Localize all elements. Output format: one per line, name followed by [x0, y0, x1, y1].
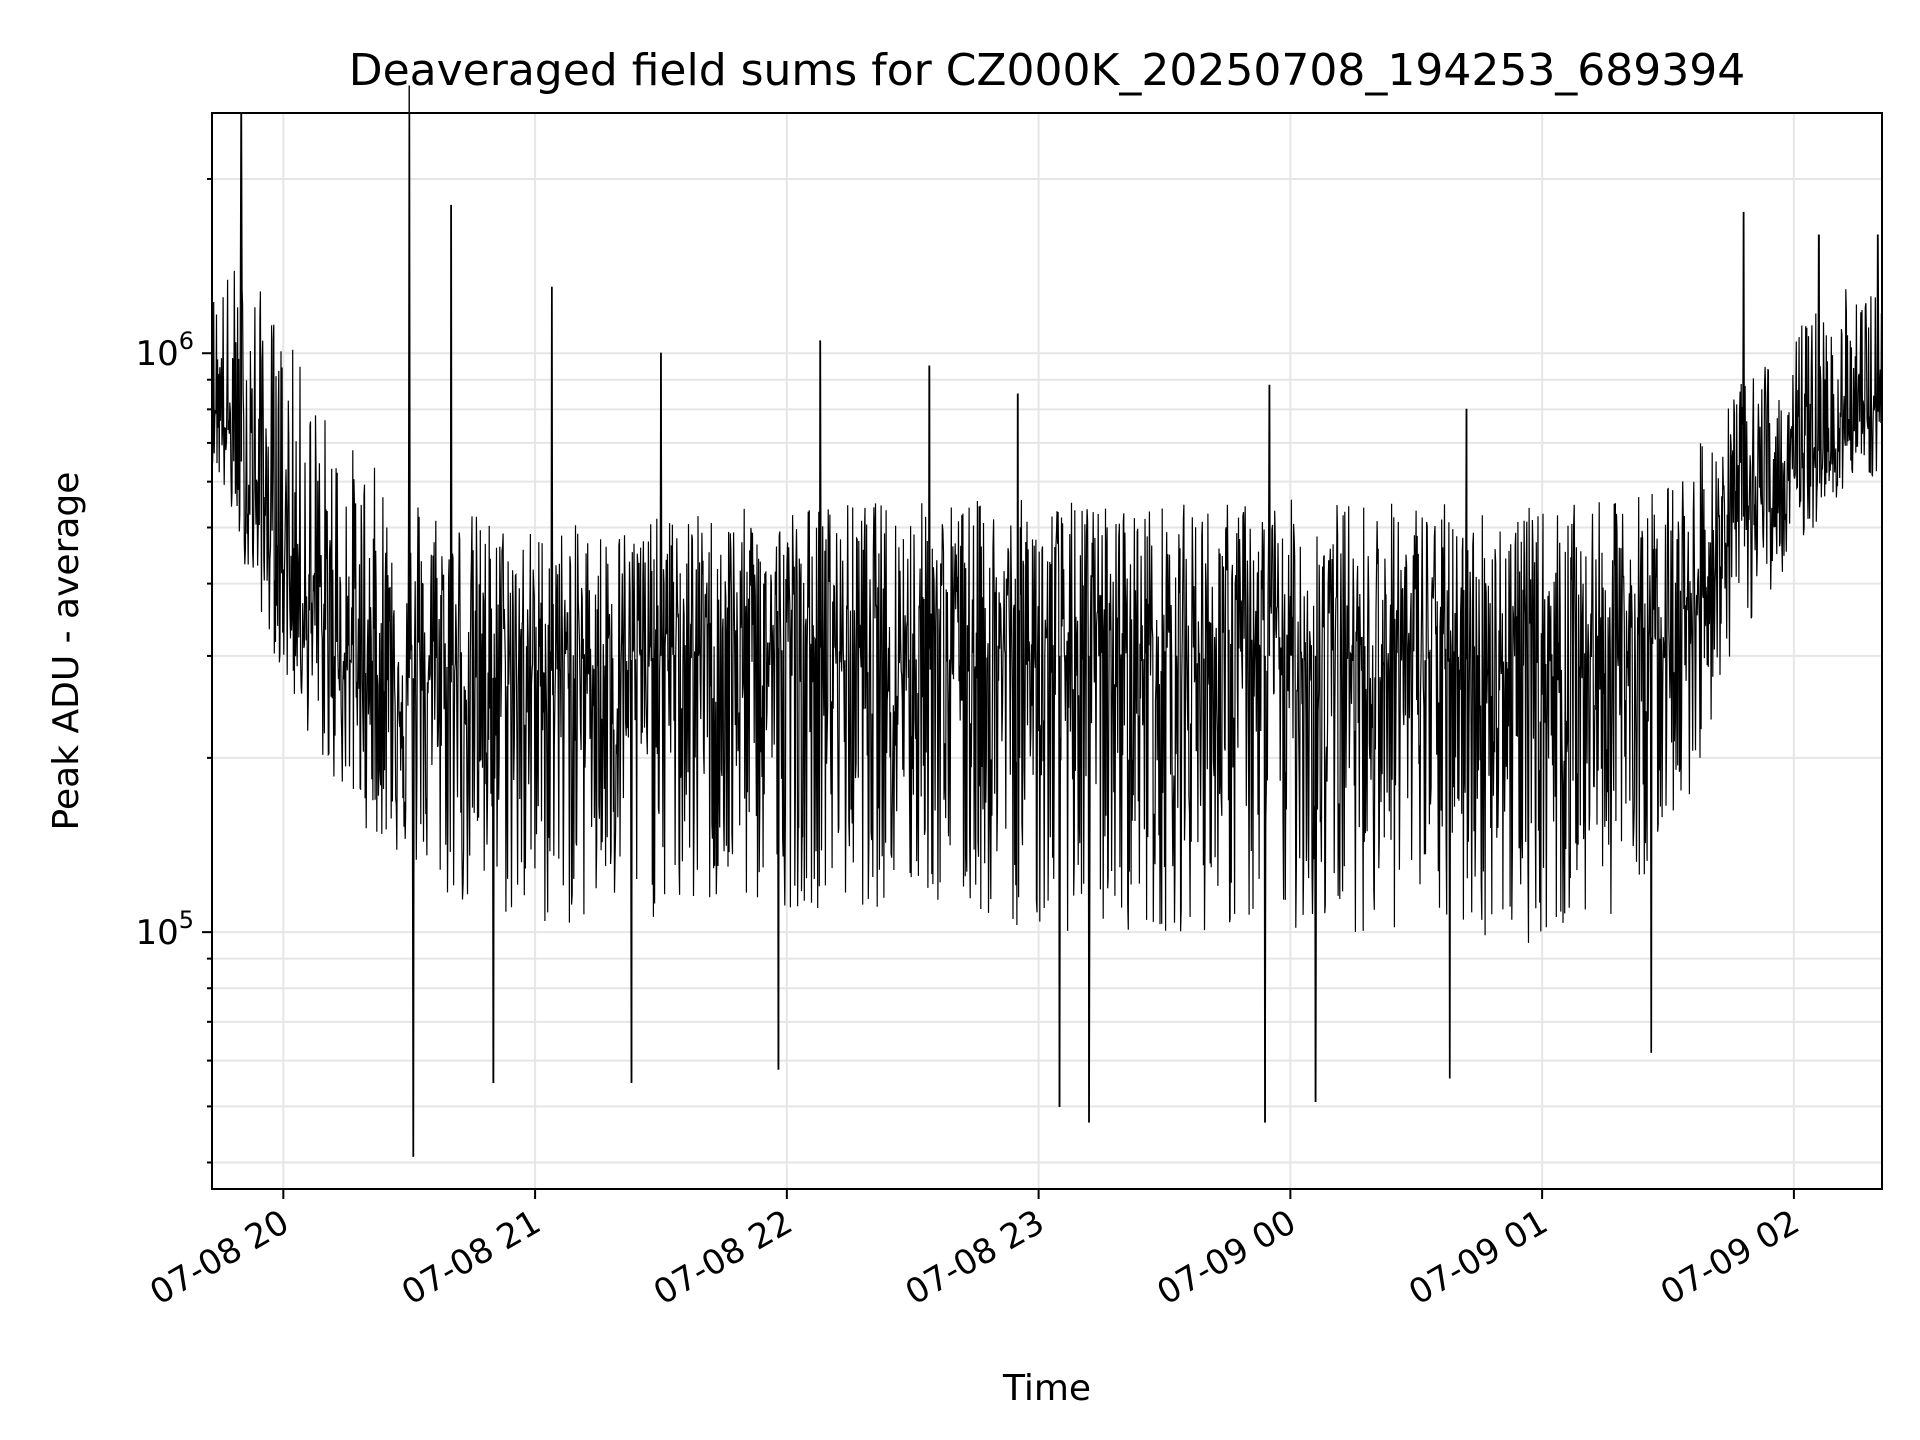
y-tick-exponent: 5	[179, 906, 194, 934]
y-tick-base: 10	[135, 334, 178, 374]
chart-title: Deaveraged field sums for CZ000K_2025070…	[349, 45, 1746, 96]
series-layer	[211, 85, 1883, 1157]
y-tick-label: 105	[135, 906, 194, 953]
x-axis-label: Time	[1002, 1368, 1091, 1409]
grid	[212, 113, 1882, 1189]
series-line	[211, 112, 1883, 1157]
y-tick-base: 10	[135, 913, 178, 953]
plot-frame	[211, 112, 1883, 1190]
y-tick-label: 106	[135, 327, 194, 374]
y-axis-label: Peak ADU - average	[46, 472, 87, 831]
y-tick-exponent: 6	[179, 327, 194, 355]
